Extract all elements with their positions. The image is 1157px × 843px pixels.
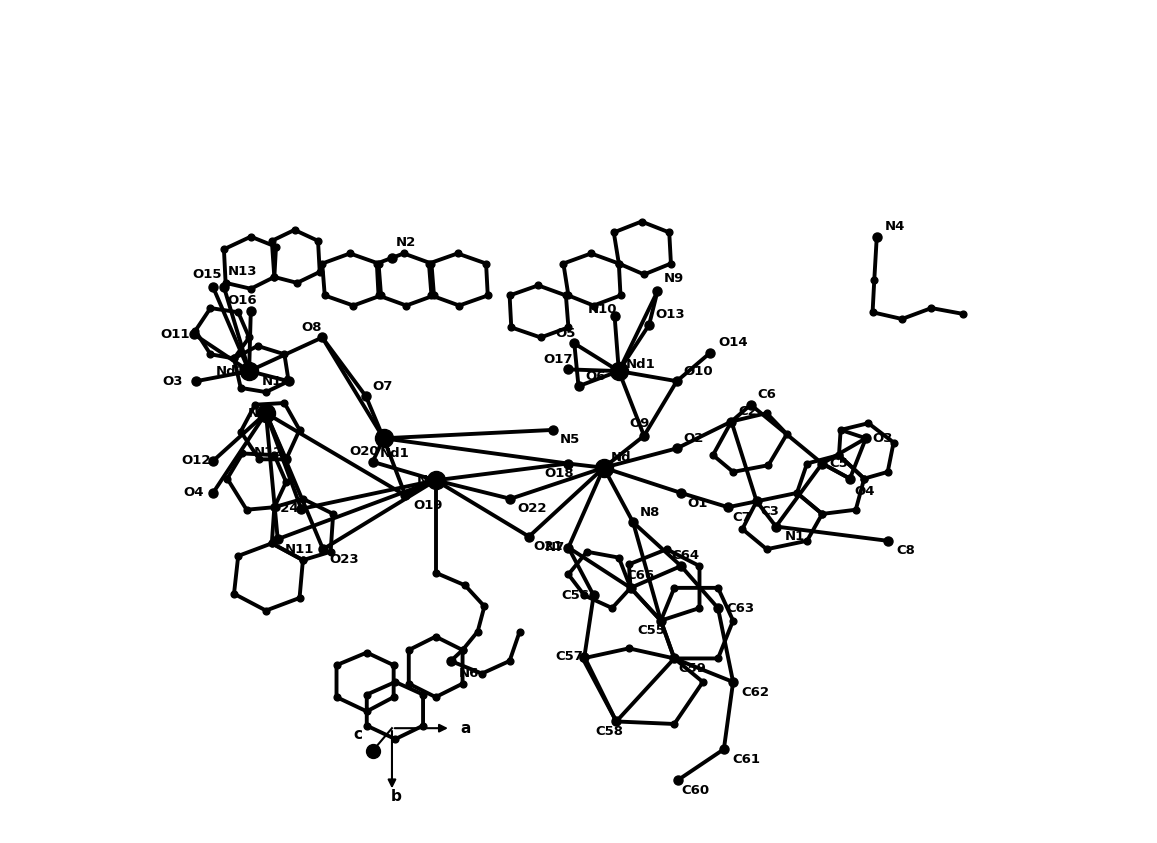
Text: O12: O12 [182,454,211,468]
Text: C5: C5 [828,457,848,470]
Text: O5: O5 [555,327,576,340]
Text: O2: O2 [684,432,703,445]
Text: N1: N1 [784,530,804,543]
Text: N4: N4 [885,220,906,233]
Text: O3: O3 [872,432,893,445]
Text: O22: O22 [517,502,546,515]
Text: C55: C55 [638,624,665,637]
Text: C63: C63 [727,602,754,615]
Text: Nd1: Nd1 [379,447,410,460]
Text: C58: C58 [596,725,624,738]
Text: N14: N14 [261,374,292,388]
Text: O20: O20 [349,445,378,459]
Text: C7: C7 [732,511,751,524]
Text: a: a [460,721,471,736]
Text: C8: C8 [897,545,915,557]
Text: C61: C61 [732,753,760,765]
Text: O1: O1 [687,497,708,509]
Text: N10: N10 [588,303,617,316]
Text: O4: O4 [184,486,204,499]
Text: O16: O16 [227,294,257,307]
Text: O23: O23 [330,553,360,566]
Text: c: c [354,728,362,743]
Text: Nd: Nd [418,474,437,486]
Text: C66: C66 [626,569,655,582]
Text: O17: O17 [543,353,573,366]
Text: O10: O10 [684,364,713,378]
Text: C2: C2 [738,405,757,418]
Text: N11: N11 [285,543,314,556]
Text: C62: C62 [742,685,769,699]
Text: C57: C57 [555,650,583,663]
Text: C56: C56 [561,589,590,602]
Text: O6: O6 [585,369,606,383]
Text: O18: O18 [544,467,574,481]
Text: N6: N6 [459,667,479,680]
Text: Nd1: Nd1 [626,358,655,371]
Text: O3: O3 [163,374,183,388]
Text: O4: O4 [854,485,875,497]
Text: O24: O24 [270,502,299,515]
Text: O8: O8 [301,321,322,334]
Text: N8: N8 [640,506,661,518]
Text: O7: O7 [373,379,393,393]
Text: N2: N2 [396,236,417,249]
Text: O11: O11 [160,328,190,341]
Text: O13: O13 [656,309,685,321]
Text: O9: O9 [629,416,649,430]
Text: Nd1: Nd1 [215,364,245,378]
Text: N12: N12 [255,446,283,459]
Text: N9: N9 [664,272,685,285]
Text: C59: C59 [678,662,707,675]
Text: O21: O21 [533,540,562,553]
Text: C60: C60 [681,784,710,797]
Text: N5: N5 [560,433,581,447]
Text: N13: N13 [228,266,258,278]
Text: O19: O19 [414,499,443,512]
Text: O14: O14 [718,336,749,349]
Text: b: b [391,789,401,804]
Text: Nd: Nd [248,406,268,420]
Text: O15: O15 [192,268,221,281]
Text: N7: N7 [545,541,565,554]
Text: C3: C3 [761,505,780,518]
Text: C6: C6 [758,388,776,401]
Text: Nd: Nd [611,451,631,464]
Text: C64: C64 [671,550,699,562]
